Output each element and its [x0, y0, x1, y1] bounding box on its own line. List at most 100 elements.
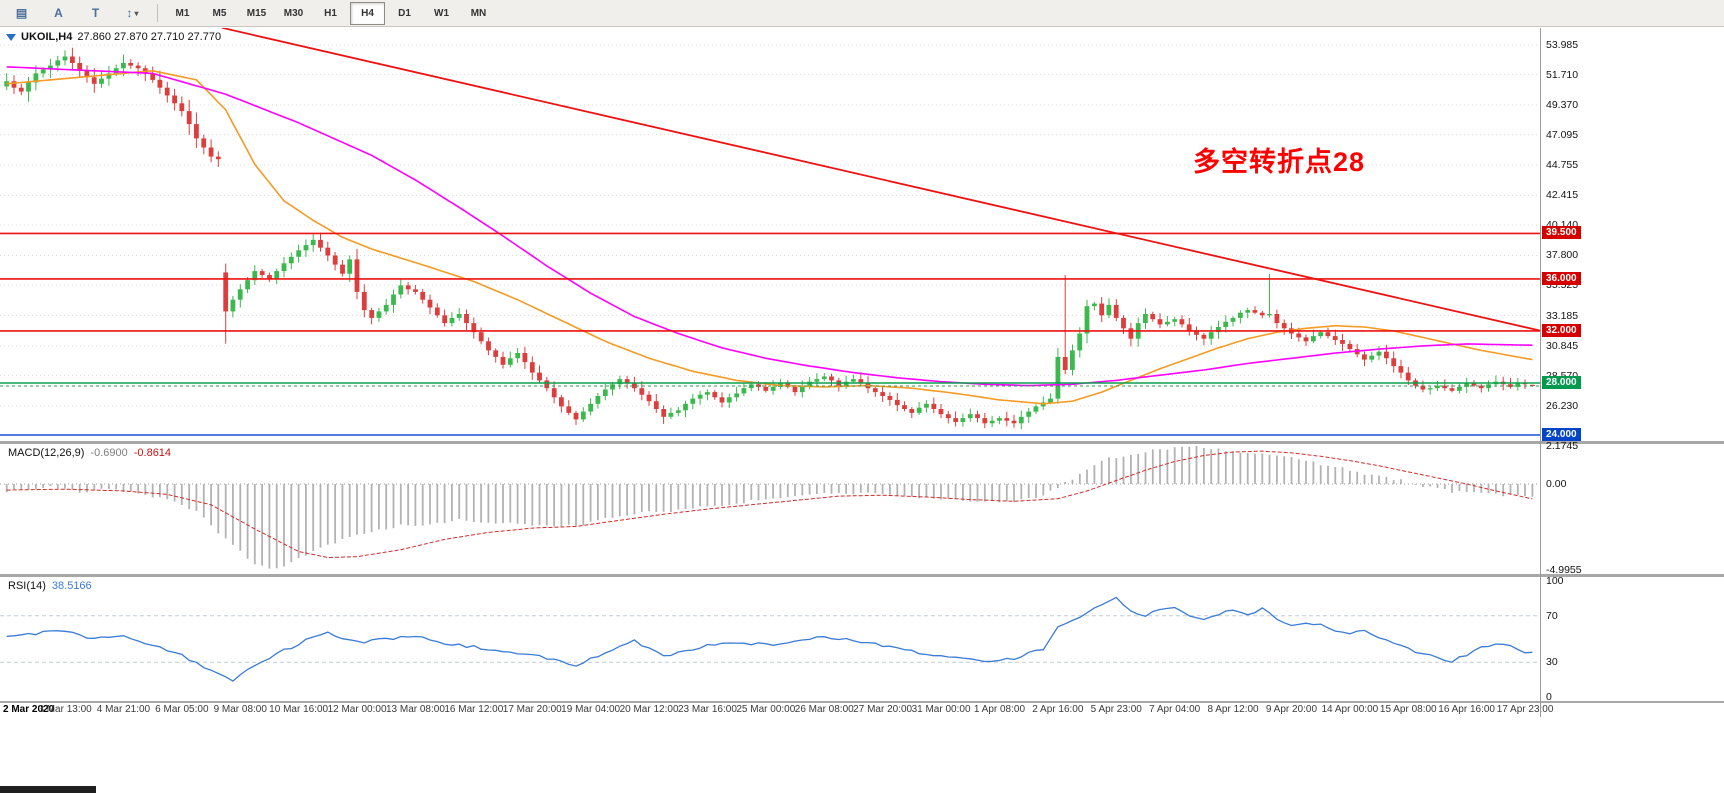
timeframe-button-M30[interactable]: M30	[283, 7, 304, 19]
bottom-bar-fragment	[0, 786, 96, 793]
scale-arrows-icon: ↕	[126, 6, 133, 20]
macd-panel-canvas[interactable]	[0, 444, 1541, 574]
price-badge-32.000: 32.000	[1542, 323, 1581, 337]
ohlc-values: 27.860 27.870 27.710 27.770	[77, 31, 222, 43]
price-badge-39.500: 39.500	[1542, 226, 1581, 240]
time-axis-label: 27 Mar 20:00	[853, 704, 913, 715]
time-axis[interactable]: 2 Mar 2020 3 Mar 13:00 4 Mar 21:00 6 Mar 05…	[0, 703, 1553, 719]
main-chart-canvas[interactable]	[0, 28, 1541, 441]
time-axis-separator	[0, 701, 1724, 703]
price-badge-28.000: 28.000	[1542, 375, 1581, 389]
ma-slow-line[interactable]	[6, 66, 1533, 387]
time-axis-label: 23 Mar 16:00	[677, 704, 737, 715]
rsi-level-lines	[0, 615, 1540, 663]
time-axis-label: 19 Mar 04:00	[561, 704, 621, 715]
macd-signal-value: -0.8614	[133, 447, 172, 459]
chart-grid-button[interactable]: ▤	[4, 2, 39, 25]
macd-axis-label: 0.00	[1546, 478, 1567, 490]
time-axis-label: 2 Mar 2020	[3, 704, 55, 715]
toolbar: ▤ A T ↕ ▾ M1 M5 M15 M30 H1 H4 D1 W1 MN	[0, 0, 1724, 27]
drawing-tools-group: ▤ A T ↕ ▾	[3, 2, 151, 25]
time-axis-label: 6 Mar 05:00	[155, 704, 209, 715]
time-axis-label: 3 Mar 13:00	[38, 704, 92, 715]
price-axis-divider	[1540, 28, 1541, 717]
rsi-axis-label: 100	[1546, 575, 1564, 587]
price-axis-label: 30.845	[1546, 339, 1579, 352]
time-axis-label: 8 Apr 12:00	[1207, 704, 1259, 715]
timeframe-button-H4[interactable]: H4	[350, 1, 385, 25]
timeframe-button-H1[interactable]: H1	[324, 7, 337, 19]
time-axis-label: 9 Mar 08:00	[213, 704, 267, 715]
time-axis-label: 26 Mar 08:00	[794, 704, 854, 715]
rsi-panel-canvas[interactable]	[0, 577, 1541, 701]
panel-splitter-macd[interactable]	[0, 441, 1724, 444]
rsi-indicator-label: RSI(14) 38.5166	[8, 580, 92, 592]
time-axis-label: 16 Mar 12:00	[444, 704, 504, 715]
text-tool-button[interactable]: A	[41, 2, 76, 25]
macd-indicator-label: MACD(12,26,9) -0.6900 -0.8614	[8, 447, 172, 459]
time-axis-label: 16 Apr 16:00	[1438, 704, 1495, 715]
price-badge-36.000: 36.000	[1542, 271, 1581, 285]
time-axis-label: 2 Apr 16:00	[1032, 704, 1084, 715]
price-grid	[0, 44, 1540, 407]
time-axis-label: 31 Mar 00:00	[911, 704, 971, 715]
panel-splitter-rsi[interactable]	[0, 574, 1724, 577]
candlestick-series	[4, 47, 1535, 430]
timeframe-group: M1 M5 M15 M30 H1 H4 D1 W1 MN	[164, 1, 497, 25]
price-axis-label: 33.185	[1546, 309, 1579, 322]
symbol-timeframe-label: UKOIL,H4	[21, 31, 73, 43]
rsi-axis-label: 0	[1546, 691, 1552, 703]
descending-trendline[interactable]	[221, 28, 1541, 332]
dropdown-caret-icon: ▾	[134, 8, 139, 18]
ma-fast-line[interactable]	[6, 69, 1533, 405]
rsi-value: 38.5166	[51, 580, 92, 592]
price-axis-label: 51.710	[1546, 68, 1579, 81]
scale-arrows-button[interactable]: ↕ ▾	[115, 2, 150, 25]
timeframe-button-M5[interactable]: M5	[212, 7, 227, 19]
rsi-axis-label: 70	[1546, 609, 1558, 622]
macd-signal-line	[6, 450, 1533, 559]
timeframe-button-MN[interactable]: MN	[470, 7, 487, 19]
time-axis-label: 4 Mar 21:00	[96, 704, 151, 715]
price-axis-label: 26.230	[1546, 399, 1579, 412]
time-axis-label: 1 Apr 08:00	[973, 704, 1026, 715]
one-click-trading-toggle-icon[interactable]	[6, 33, 16, 41]
price-axis[interactable]: 53.985 51.710 49.370 47.095 44.755 42.415 40.1…	[1541, 28, 1701, 720]
time-axis-label: 17 Apr 23:00	[1496, 704, 1554, 715]
template-tool-icon: T	[91, 6, 100, 20]
price-axis-label: 37.800	[1546, 249, 1579, 262]
time-axis-label: 5 Apr 23:00	[1090, 704, 1142, 715]
chart-annotation-text[interactable]: 多空转折点28	[1193, 147, 1366, 177]
time-axis-label: 13 Mar 08:00	[385, 704, 445, 715]
price-axis-label: 53.985	[1546, 38, 1579, 51]
time-axis-label: 25 Mar 00:00	[736, 704, 796, 715]
chart-grid-icon: ▤	[15, 6, 28, 20]
time-axis-label: 20 Mar 12:00	[619, 704, 679, 715]
timeframe-button-D1[interactable]: D1	[398, 7, 411, 19]
time-axis-label: 10 Mar 16:00	[269, 704, 329, 715]
timeframe-button-M15[interactable]: M15	[246, 7, 267, 19]
price-axis-label: 49.370	[1546, 98, 1579, 111]
time-axis-label: 15 Apr 08:00	[1379, 704, 1437, 715]
price-badge-24.000: 24.000	[1542, 428, 1581, 441]
time-axis-label: 12 Mar 00:00	[327, 704, 387, 715]
price-axis-label: 44.755	[1546, 159, 1579, 172]
macd-main-value: -0.6900	[90, 447, 128, 459]
chart-title: UKOIL,H4 27.860 27.870 27.710 27.770	[6, 31, 221, 43]
macd-axis-label: 2.1745	[1546, 440, 1579, 453]
time-axis-label: 7 Apr 04:00	[1149, 704, 1201, 715]
macd-axis-label: -4.9955	[1546, 564, 1582, 577]
macd-histogram	[5, 446, 1534, 569]
timeframe-button-W1[interactable]: W1	[434, 7, 449, 19]
rsi-line	[6, 596, 1533, 682]
price-axis-label: 47.095	[1546, 128, 1579, 141]
timeframe-button-M1[interactable]: M1	[175, 7, 190, 19]
rsi-axis-label: 30	[1546, 656, 1558, 669]
time-axis-label: 9 Apr 20:00	[1265, 704, 1318, 715]
time-axis-label: 14 Apr 00:00	[1321, 704, 1379, 715]
time-axis-label: 17 Mar 20:00	[502, 704, 562, 715]
template-tool-button[interactable]: T	[78, 2, 113, 25]
toolbar-separator	[157, 4, 158, 22]
text-tool-icon: A	[54, 6, 63, 20]
